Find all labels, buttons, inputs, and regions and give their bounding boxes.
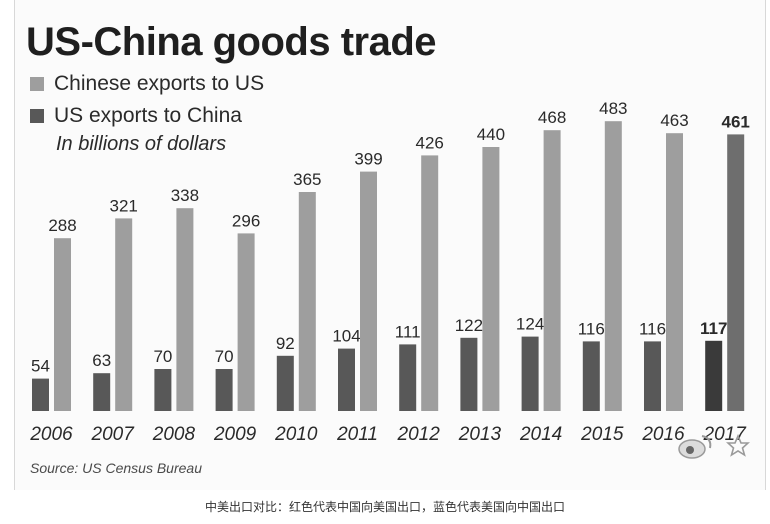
label-us-exports-2007: 63 <box>92 351 111 370</box>
legend-label-chinese-exports: Chinese exports to US <box>54 72 265 95</box>
weibo-logo-icon <box>678 435 712 459</box>
bar-us-exports-2012 <box>399 344 417 411</box>
label-us-exports-2015: 116 <box>578 319 605 338</box>
x-tick-label-2011: 2011 <box>336 424 378 445</box>
bar-chinese-exports-2016 <box>666 133 683 411</box>
legend-item-chinese-exports: Chinese exports to US <box>30 72 264 96</box>
unit-label: In billions of dollars <box>56 133 227 155</box>
caption: 中美出口对比：红色代表中国向美国出口，蓝色代表美国向中国出口 <box>204 500 565 514</box>
label-us-exports-2016: 116 <box>639 319 666 338</box>
x-tick-label-2006: 2006 <box>29 424 73 445</box>
label-us-exports-2013: 122 <box>455 316 483 335</box>
label-chinese-exports-2017: 461 <box>722 112 750 131</box>
bar-chinese-exports-2013 <box>482 147 500 411</box>
label-us-exports-2012: 111 <box>395 322 421 341</box>
bar-us-exports-2016 <box>644 341 661 411</box>
x-tick-label-2008: 2008 <box>152 424 196 445</box>
x-tick-label-2013: 2013 <box>458 424 502 445</box>
bar-chinese-exports-2015 <box>604 121 622 411</box>
legend-label-us-exports: US exports to China <box>54 104 242 127</box>
bar-us-exports-2010 <box>276 355 294 411</box>
bar-chinese-exports-2009 <box>237 233 255 411</box>
label-chinese-exports-2006: 288 <box>48 216 76 235</box>
bar-chinese-exports-2014 <box>543 130 561 411</box>
label-us-exports-2006: 54 <box>31 357 50 376</box>
bar-us-exports-2007 <box>93 373 111 411</box>
x-tick-label-2007: 2007 <box>91 424 136 445</box>
x-tick-label-2016: 2016 <box>641 424 685 445</box>
label-us-exports-2017: 117 <box>700 319 727 338</box>
label-chinese-exports-2007: 321 <box>110 196 138 215</box>
x-tick-label-2010: 2010 <box>274 424 318 445</box>
bar-chinese-exports-2017 <box>727 134 745 411</box>
label-chinese-exports-2009: 296 <box>232 211 260 230</box>
label-us-exports-2010: 92 <box>276 334 295 353</box>
label-chinese-exports-2014: 468 <box>538 108 566 127</box>
legend-item-us-exports: US exports to China <box>30 104 242 128</box>
label-chinese-exports-2008: 338 <box>171 186 199 205</box>
bar-chinese-exports-2007 <box>115 218 133 411</box>
chart-title: US-China goods trade <box>26 20 437 64</box>
bar-us-exports-2009 <box>215 369 233 411</box>
bar-chinese-exports-2011 <box>360 171 377 411</box>
bar-us-exports-2008 <box>154 369 172 411</box>
bar-us-exports-2011 <box>338 348 355 411</box>
label-us-exports-2011: 104 <box>332 327 360 346</box>
legend-swatch-us-exports <box>30 109 44 123</box>
bar-us-exports-2006 <box>32 378 49 411</box>
label-chinese-exports-2016: 463 <box>660 111 688 130</box>
label-chinese-exports-2012: 426 <box>416 133 444 152</box>
bar-chinese-exports-2010 <box>298 192 316 411</box>
bar-chinese-exports-2012 <box>421 155 439 411</box>
legend-swatch-chinese-exports <box>30 77 44 91</box>
bar-us-exports-2017 <box>705 340 723 411</box>
bar-chinese-exports-2008 <box>176 208 194 411</box>
label-chinese-exports-2013: 440 <box>477 125 505 144</box>
chart-frame <box>14 0 766 490</box>
x-tick-label-2009: 2009 <box>213 424 257 445</box>
bar-us-exports-2015 <box>582 341 600 411</box>
source-note: Source: US Census Bureau <box>30 460 202 476</box>
label-us-exports-2009: 70 <box>215 347 234 366</box>
label-chinese-exports-2015: 483 <box>599 99 627 118</box>
label-chinese-exports-2010: 365 <box>293 170 321 189</box>
x-tick-label-2015: 2015 <box>580 424 624 445</box>
label-chinese-exports-2011: 399 <box>354 150 382 169</box>
star-icon <box>726 434 750 457</box>
bar-us-exports-2013 <box>460 337 478 411</box>
bar-chinese-exports-2006 <box>54 238 71 411</box>
label-us-exports-2014: 124 <box>516 315 544 334</box>
watermark <box>676 432 750 460</box>
x-tick-label-2012: 2012 <box>397 424 441 445</box>
x-tick-label-2014: 2014 <box>519 424 562 445</box>
label-us-exports-2008: 70 <box>153 347 172 366</box>
bar-us-exports-2014 <box>521 336 539 411</box>
